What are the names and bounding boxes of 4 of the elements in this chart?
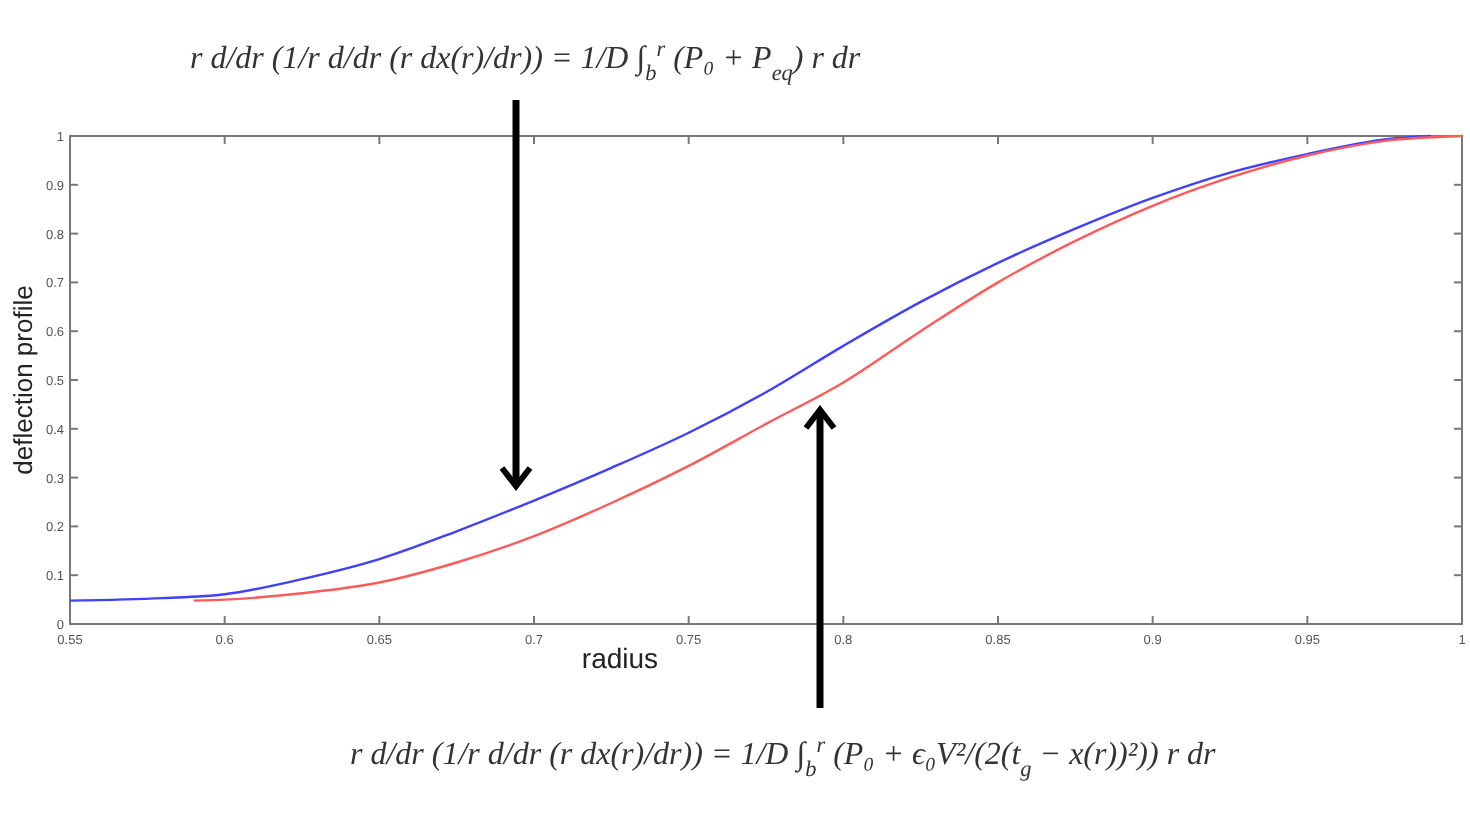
text: r d/dr (1/r d/dr (r dx(r)/dr)) = 1/D ∫$_{b}$$^{r}$ (P₀ + P$_{eq}$) r dr	[190, 38, 862, 86]
y-axis-title: deflection profile	[8, 285, 38, 475]
x-axis-title: radius	[581, 642, 659, 674]
text: r d/dr (1/r d/dr (r dx(r)/dr)) = 1/D ∫$_{b}$$^{r}$ (P₀ + ϵ₀V²/(2(t$_{g}$ − x(r))²)) r dr	[350, 734, 1218, 782]
